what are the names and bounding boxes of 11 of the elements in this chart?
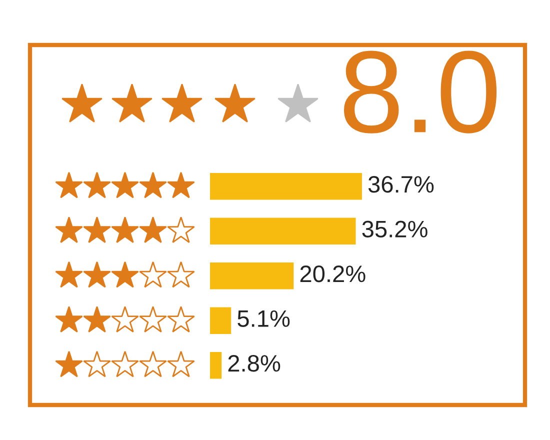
bar bbox=[210, 172, 362, 200]
bar bbox=[210, 352, 222, 379]
bar bbox=[210, 307, 232, 334]
data-label: 35.2% bbox=[362, 220, 428, 238]
data-label: 2.8% bbox=[228, 354, 280, 372]
text: 8.0 bbox=[344, 50, 497, 134]
data-label: 20.2% bbox=[300, 265, 366, 282]
bar bbox=[210, 262, 294, 290]
bar bbox=[210, 218, 356, 245]
data-label: 36.7% bbox=[368, 176, 434, 193]
data-label: 5.1% bbox=[238, 310, 290, 327]
